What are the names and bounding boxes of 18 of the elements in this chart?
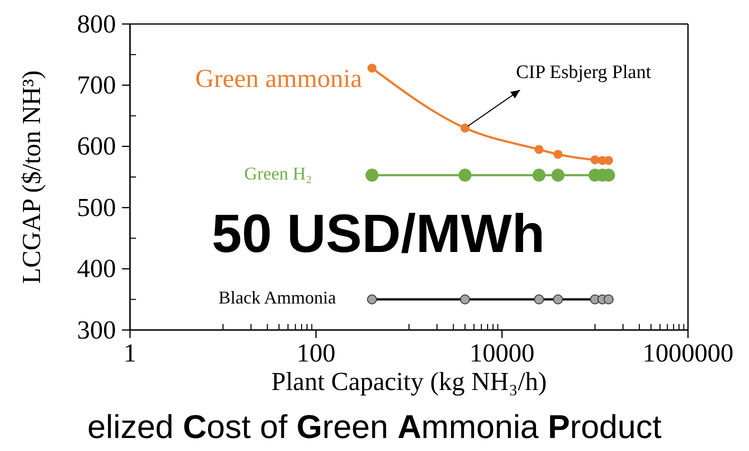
y-tick-label: 700	[77, 70, 116, 100]
series-label: Green ammonia	[195, 64, 362, 94]
text: Green H₂	[244, 163, 312, 184]
x-tick-label: 1	[124, 338, 136, 368]
y-tick-label: 400	[77, 254, 116, 284]
annotation: 50 USD/MWh	[212, 204, 545, 264]
text: elized Cost of Green Ammonia Product	[87, 408, 662, 445]
x-tick-label: 100	[296, 338, 336, 368]
series-label: Black Ammonia	[218, 288, 336, 308]
annotation: CIP Esbjerg Plant	[516, 62, 652, 84]
x-tick-label: 10000	[470, 338, 534, 368]
x-axis-title: Plant Capacity (kg NH₃/h)	[271, 367, 547, 396]
y-axis-title: LCGAP ($/ton NH³)	[17, 70, 46, 284]
y-tick-label: 500	[77, 192, 116, 222]
y-tick-label: 600	[77, 132, 116, 161]
x-tick-label: 1000000	[642, 338, 734, 368]
y-tick-label: 300	[77, 315, 116, 344]
y-tick-label: 800	[77, 9, 116, 38]
